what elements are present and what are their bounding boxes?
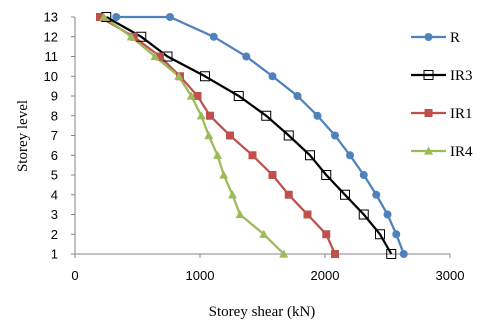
series-ir1-point (268, 171, 277, 179)
y-tick-label: 9 (51, 89, 58, 104)
series-ir1-point (331, 250, 339, 258)
legend-ir1-label: IR1 (450, 106, 473, 122)
series-ir4-point (213, 150, 222, 159)
y-tick-label: 1 (51, 247, 58, 262)
series-ir1-point (96, 13, 104, 21)
series-ir1-point (303, 210, 312, 219)
series-ir3-point (358, 209, 369, 220)
series-r-point (313, 111, 322, 120)
series-r-point (242, 52, 251, 61)
y-tick-label: 3 (51, 207, 58, 222)
series-ir4-point (279, 249, 289, 258)
legend-r-marker (424, 33, 433, 41)
series-ir1-point (226, 131, 234, 140)
series-r-point (346, 151, 354, 160)
y-axis-title: Storey level (15, 100, 31, 172)
series-ir1-point (193, 92, 202, 100)
y-tick-label: 5 (51, 168, 58, 183)
legend-ir3-marker (423, 70, 434, 80)
series-ir4-point (259, 229, 269, 238)
series-ir3-point (375, 229, 385, 240)
series-ir1-point (322, 230, 331, 239)
y-tick-label: 2 (51, 227, 58, 242)
series-r-point (359, 171, 368, 179)
legend-r-label: R (450, 30, 460, 46)
series-ir3-point (283, 130, 294, 141)
series-ir4-point (186, 91, 196, 100)
x-tick-label: 2000 (311, 268, 340, 283)
legend: R IR3 IR1 IR4 (411, 30, 473, 160)
series-ir3-point (305, 150, 315, 161)
series-ir4-point (235, 210, 245, 219)
series-ir1-line (99, 16, 337, 255)
legend-ir1-marker (424, 109, 433, 117)
legend-ir4-label: IR4 (450, 144, 473, 160)
series-ir3-point (233, 91, 244, 101)
series-ir4-point (99, 12, 109, 21)
series-r-point (383, 210, 392, 219)
series-r-point (372, 190, 381, 199)
series-markers (96, 12, 408, 259)
y-tick-label: 4 (51, 187, 58, 202)
legend-ir4-marker (424, 146, 433, 155)
series-ir4-point (150, 52, 160, 61)
y-tick-label: 6 (51, 148, 58, 163)
series-ir1-point (284, 190, 293, 199)
y-tick-label: 13 (44, 10, 58, 25)
x-tick-label: 1000 (186, 268, 215, 283)
series-ir4-point (126, 32, 136, 41)
series-ir1-point (206, 111, 214, 120)
y-tick-label: 7 (51, 128, 58, 143)
series-lines (99, 15, 405, 255)
x-tick-label: 0 (71, 268, 78, 283)
series-ir4-point (228, 190, 237, 199)
x-axis-title: Storey shear (kN) (209, 304, 316, 320)
series-ir3-point (261, 110, 272, 121)
series-r-point (166, 13, 174, 21)
series-r-point (399, 250, 408, 258)
series-ir3-point (321, 170, 332, 180)
series-ir1-point (156, 52, 164, 61)
series-ir4-point (174, 71, 184, 80)
x-tick-label: 3000 (436, 268, 465, 283)
series-r-point (331, 131, 339, 140)
series-ir1-point (248, 151, 257, 160)
series-r-point (392, 230, 401, 239)
series-r-point (293, 92, 302, 100)
series-ir4-line (103, 16, 285, 255)
series-ir4-point (196, 111, 206, 120)
y-tick-label: 8 (51, 108, 58, 123)
series-ir3-line (105, 16, 393, 255)
series-ir3-point (200, 71, 210, 82)
y-tick-label: 10 (44, 69, 58, 84)
legend-ir3-label: IR3 (450, 68, 473, 84)
series-r-point (209, 32, 218, 41)
series-ir3-point (386, 249, 397, 259)
series-ir4-point (219, 170, 229, 179)
series-ir3-point (340, 189, 350, 200)
axes (74, 17, 450, 255)
y-tick-label: 11 (45, 49, 59, 64)
y-tick-label: 12 (44, 29, 58, 44)
series-r-point (268, 72, 277, 81)
series-ir4-point (204, 131, 214, 140)
series-r-point (112, 13, 121, 21)
